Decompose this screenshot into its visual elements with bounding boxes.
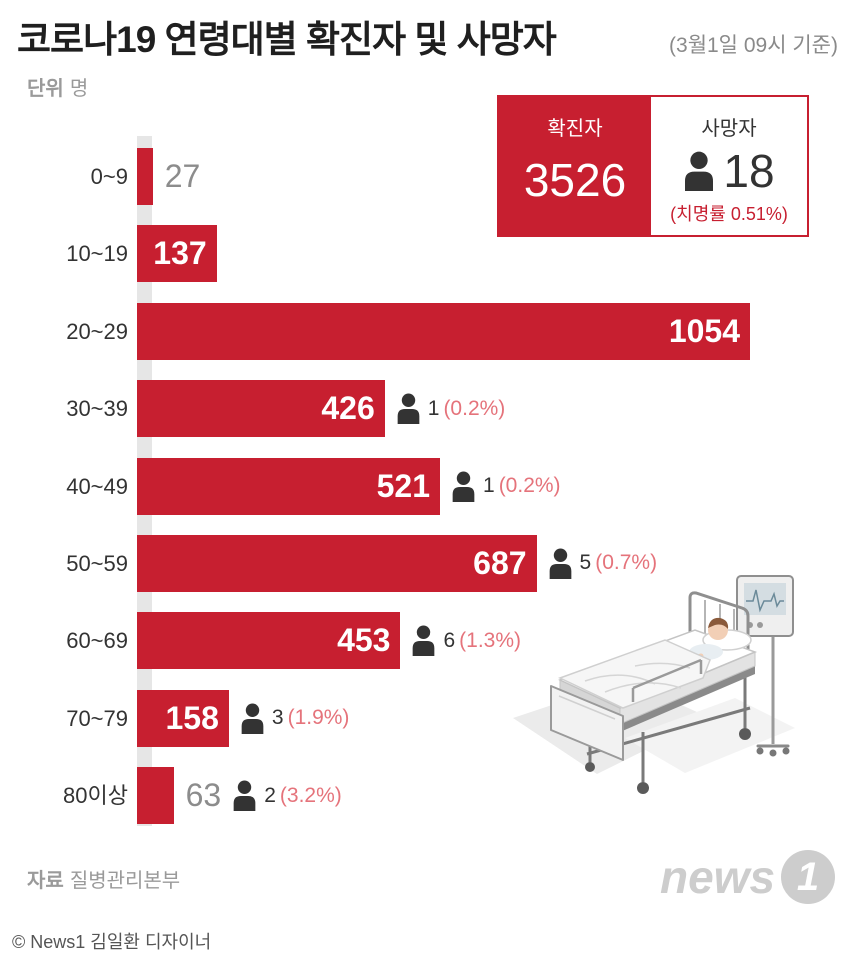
bar-row: 521 1 (0.2%) (137, 457, 561, 515)
death-count: 6 (443, 628, 456, 652)
bar-row: 137 (137, 225, 217, 283)
chart-subtitle: (3월1일 09시 기준) (669, 34, 838, 57)
unit-value: 명 (69, 78, 89, 100)
bar: 1054 (137, 302, 750, 360)
category-label: 60~69 (66, 628, 128, 654)
person-icon (396, 393, 421, 425)
person-icon (548, 548, 573, 579)
bar: 426 (137, 380, 385, 438)
fatality-rate-total: (치명률 0.51%) (670, 204, 788, 224)
bar: 158 (137, 689, 229, 747)
person-icon (232, 780, 257, 811)
confirmed-value: 3526 (523, 154, 627, 206)
confirmed-panel: 확진자 3526 (499, 97, 651, 235)
summary-box: 확진자 3526 사망자 18 (치명률 0.51%) (497, 95, 809, 237)
category-label: 70~79 (66, 705, 128, 731)
deaths-group: 5 (0.7%) (548, 548, 658, 579)
deaths-label: 사망자 (701, 118, 757, 140)
bar-row: 27 (137, 148, 200, 205)
fatality-rate: (0.2%) (443, 396, 506, 420)
bar: 453 (137, 612, 401, 670)
death-count: 1 (483, 474, 495, 497)
monitor (736, 575, 794, 637)
category-label: 20~29 (66, 318, 128, 344)
value-label: 63 (185, 777, 222, 813)
value-label: 521 (376, 467, 430, 504)
value-label: 453 (337, 622, 391, 659)
source-note: 자료 질병관리본부 (27, 868, 180, 894)
side-rail (631, 658, 703, 702)
death-count: 2 (264, 783, 276, 807)
confirmed-label: 확진자 (547, 118, 603, 140)
bar: 137 (137, 225, 217, 283)
person-icon (683, 150, 715, 192)
bar-row: 1054 (137, 302, 750, 360)
person-icon (240, 703, 265, 734)
chart-title: 코로나19 연령대별 확진자 및 사망자 (17, 19, 557, 60)
category-label: 10~19 (66, 241, 128, 267)
death-count: 3 (271, 706, 284, 730)
unit-label: 단위 (27, 78, 64, 100)
iv-pole (756, 634, 790, 757)
value-label: 426 (321, 390, 375, 427)
category-label: 40~49 (66, 473, 128, 499)
fatality-rate: (0.2%) (498, 474, 561, 497)
bar: 521 (137, 457, 440, 515)
unit-note: 단위 명 (27, 76, 88, 102)
deaths-group: 2 (3.2%) (232, 780, 342, 811)
fatality-rate: (1.9%) (287, 706, 350, 730)
deaths-value: 18 (723, 145, 775, 197)
hospital-bed-icon (513, 575, 795, 794)
person-icon (451, 471, 476, 502)
death-count: 1 (427, 396, 440, 420)
footboard (550, 685, 624, 761)
fatality-rate: (3.2%) (279, 783, 342, 807)
deaths-panel: 사망자 18 (치명률 0.51%) (651, 97, 807, 235)
credit-line: © News1 김일환 디자이너 (12, 932, 212, 952)
category-label: 30~39 (66, 396, 128, 422)
news1-logo: news 1 (660, 848, 836, 906)
category-label: 80이상 (63, 783, 128, 808)
fatality-rate: (1.3%) (459, 628, 521, 652)
bar-row: 426 1 (0.2%) (137, 380, 506, 438)
deaths-group: 1 (0.2%) (451, 471, 561, 502)
bar-row: 63 2 (3.2%) (137, 767, 342, 824)
deaths-group: 1 (0.2%) (396, 393, 506, 425)
bar (137, 767, 174, 824)
value-label: 27 (164, 158, 201, 194)
bar (137, 148, 153, 205)
bar-row: 158 3 (1.9%) (137, 689, 350, 747)
deaths-total-row: 18 (651, 146, 807, 196)
deaths-group: 6 (1.3%) (411, 625, 521, 657)
fatality-rate: (0.7%) (595, 551, 658, 575)
category-label: 0~9 (90, 164, 128, 189)
source-value: 질병관리본부 (69, 870, 181, 892)
bar-row: 453 6 (1.3%) (137, 612, 521, 670)
value-label: 687 (473, 544, 527, 581)
bar-row: 687 5 (0.7%) (137, 534, 658, 592)
deaths-group: 3 (1.9%) (240, 703, 350, 734)
value-label: 1054 (668, 312, 740, 349)
bar: 687 (137, 534, 537, 592)
logo-mark: 1 (781, 850, 836, 904)
value-label: 137 (153, 235, 207, 272)
value-label: 158 (165, 699, 219, 736)
death-count: 5 (579, 551, 592, 575)
source-label: 자료 (27, 870, 64, 892)
logo-wordmark: news (660, 851, 776, 903)
person-icon (411, 625, 436, 657)
category-label: 50~59 (66, 550, 128, 576)
